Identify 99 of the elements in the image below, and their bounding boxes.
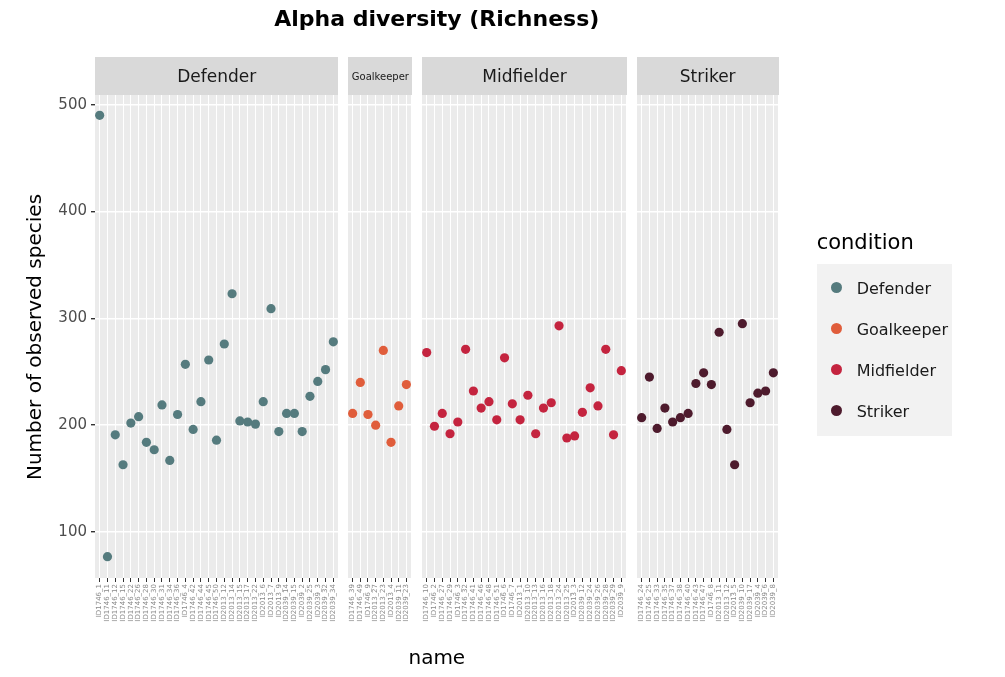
point: [745, 398, 755, 408]
point: [134, 412, 144, 422]
point: [172, 409, 183, 420]
point: [313, 376, 323, 386]
point: [461, 344, 471, 354]
point: [539, 403, 549, 413]
point: [554, 321, 564, 331]
point: [652, 423, 662, 433]
y-tick-label: 400: [58, 201, 87, 220]
point: [297, 427, 307, 437]
y-tick-label: 500: [58, 94, 87, 113]
point: [601, 344, 611, 354]
point: [706, 379, 716, 390]
point: [204, 355, 214, 365]
point: [476, 403, 487, 413]
legend-label: Defender: [856, 279, 932, 298]
point: [141, 437, 151, 447]
point: [196, 397, 206, 407]
point: [320, 365, 331, 375]
point: [690, 378, 701, 389]
point: [760, 386, 770, 396]
point: [562, 433, 572, 443]
point: [683, 408, 693, 419]
point: [402, 379, 412, 390]
point: [258, 397, 268, 407]
chart-subtitle: Striker: [679, 66, 736, 86]
point: [95, 110, 105, 120]
point: [102, 552, 113, 562]
point: [698, 368, 708, 378]
text: Alpha diversity (Richness): [274, 6, 600, 31]
point: [659, 403, 670, 413]
point: [675, 413, 685, 423]
point: [445, 429, 455, 439]
point: [274, 427, 284, 437]
legend-label: Goalkeeper: [856, 320, 950, 339]
point: [126, 418, 136, 428]
chart-subtitle: Goalkeeper: [351, 70, 409, 82]
point: [165, 455, 175, 466]
point: [348, 408, 358, 419]
point: [515, 415, 526, 425]
point: [508, 399, 518, 409]
point: [667, 417, 677, 427]
chart-subtitle: Midfielder: [482, 66, 567, 86]
point: [250, 419, 261, 429]
point: [453, 417, 463, 427]
x-axis-title: name: [408, 645, 466, 669]
point: [118, 460, 128, 470]
point: [356, 377, 366, 388]
point: [157, 400, 167, 410]
point: [617, 366, 627, 376]
y-axis-title: Number of observed species: [22, 193, 46, 480]
point: [305, 391, 315, 401]
point: [546, 398, 557, 408]
legend-title: condition: [816, 230, 915, 254]
point: [180, 359, 190, 369]
point: [593, 401, 603, 411]
point: [371, 420, 381, 430]
point: [110, 430, 120, 440]
point: [492, 415, 502, 425]
point: [714, 327, 724, 337]
point: [484, 397, 494, 407]
point: [379, 345, 389, 355]
point: [768, 368, 778, 378]
point: [211, 435, 222, 445]
point: [266, 304, 276, 314]
point: [437, 408, 448, 419]
point: [531, 429, 541, 439]
point: [219, 339, 229, 349]
point: [422, 347, 432, 358]
point: [721, 424, 732, 435]
point: [394, 401, 404, 411]
point: [149, 445, 159, 455]
chart-subtitle: Defender: [177, 66, 257, 86]
point: [585, 383, 596, 393]
point: [500, 353, 510, 363]
y-tick-label: 200: [58, 415, 87, 434]
point: [328, 337, 338, 347]
point: [188, 424, 198, 435]
point: [469, 386, 479, 396]
legend-label: Midfielder: [856, 361, 937, 380]
point: [570, 431, 580, 441]
y-tick-label: 300: [58, 308, 87, 327]
point: [578, 407, 588, 417]
point: [729, 460, 739, 470]
point: [609, 430, 619, 440]
point: [227, 289, 237, 299]
y-tick-label: 100: [58, 521, 87, 540]
point: [523, 390, 533, 400]
point: [363, 409, 373, 420]
point: [386, 437, 396, 447]
point: [289, 408, 299, 419]
point: [752, 388, 763, 398]
legend-label: Striker: [856, 402, 911, 421]
point: [636, 413, 646, 423]
point: [243, 417, 253, 427]
point: [644, 372, 654, 382]
point: [430, 421, 440, 431]
point: [282, 408, 292, 419]
point: [737, 319, 747, 329]
